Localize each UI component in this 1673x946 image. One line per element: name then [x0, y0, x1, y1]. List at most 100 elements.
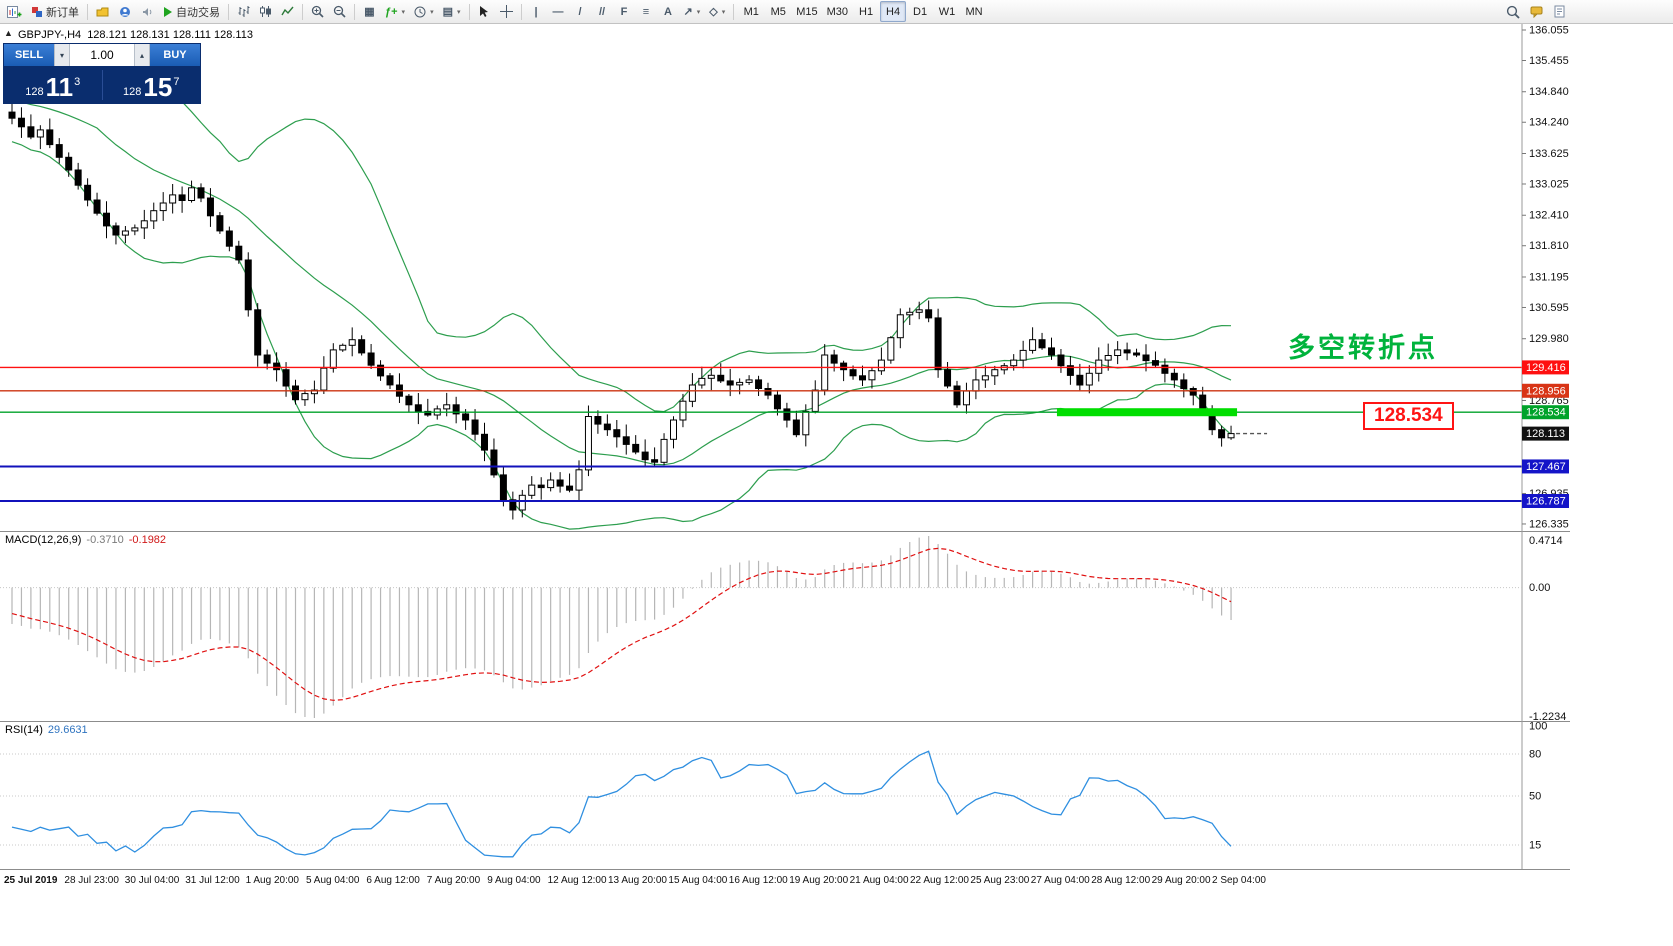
channel-tool-button[interactable]: //: [592, 1, 613, 22]
buy-price[interactable]: 128 15 7: [103, 74, 201, 103]
price-badge: [1522, 459, 1569, 474]
arrow-icon: ↗: [683, 6, 693, 18]
one-click-collapse-button[interactable]: ▲: [4, 28, 13, 38]
candlestick-chart-button[interactable]: [255, 1, 276, 22]
candlestick-chart-icon: [260, 6, 271, 17]
chart-canvas[interactable]: 136.055 135.455 134.840 134.240 133.625 133.0…: [0, 24, 1673, 946]
crosshair-icon: [499, 5, 513, 18]
auto-trading-play-icon: [164, 6, 172, 17]
volume-input[interactable]: [70, 44, 134, 66]
price-badge: [1522, 383, 1569, 398]
svg-text:136.055: 136.055: [1529, 25, 1569, 37]
sell-price[interactable]: 128 11 3: [4, 74, 102, 103]
indicators-button[interactable]: ƒ+ ▾: [381, 1, 409, 22]
svg-text:28 Aug 12:00: 28 Aug 12:00: [1091, 875, 1150, 886]
symbol-ohlc-line: GBPJPY-,H4 128.121 128.131 128.111 128.11…: [18, 29, 253, 41]
shapes-tool-button[interactable]: ◇ ▾: [705, 1, 729, 22]
toolbar: 新订单 自动交易 ▦ ƒ+ ▾ ▾ ▤ ▾ | — /: [0, 0, 1673, 24]
svg-text:9 Aug 04:00: 9 Aug 04:00: [487, 875, 541, 886]
text-tool-button[interactable]: A: [658, 1, 679, 22]
bar-chart-button[interactable]: [233, 1, 254, 22]
toolbar-separator: [302, 3, 303, 20]
chevron-down-icon: ▾: [401, 8, 406, 16]
new-chart-button[interactable]: [3, 1, 26, 22]
horizontal-line-tool-button[interactable]: —: [548, 1, 569, 22]
toolbar-separator: [733, 3, 735, 20]
timeframe-d1-button[interactable]: D1: [907, 1, 933, 22]
svg-text:0.00: 0.00: [1529, 582, 1550, 594]
templates-button[interactable]: ▤ ▾: [439, 1, 465, 22]
svg-text:133.625: 133.625: [1529, 148, 1569, 160]
crosshair-button[interactable]: [496, 1, 517, 22]
new-order-button[interactable]: 新订单: [27, 1, 83, 22]
periods-button[interactable]: ▾: [410, 1, 438, 22]
alerts-button[interactable]: [136, 1, 157, 22]
timeframe-h4-button[interactable]: H4: [880, 1, 907, 22]
help-button[interactable]: [1549, 1, 1570, 22]
trendline-tool-button[interactable]: /: [570, 1, 591, 22]
svg-text:31 Jul 12:00: 31 Jul 12:00: [185, 875, 240, 886]
cursor-button[interactable]: [474, 1, 495, 22]
trade-panel-controls: SELL ▾ ▴ BUY: [4, 44, 200, 66]
buy-button[interactable]: BUY: [150, 44, 200, 66]
market-watch-button[interactable]: [92, 1, 113, 22]
indicators-icon: ƒ+: [385, 5, 398, 18]
fibonacci-tool-button[interactable]: F: [614, 1, 635, 22]
timeframe-m5-button[interactable]: M5: [765, 1, 791, 22]
bollinger-bands: [11, 46, 1232, 530]
chevron-down-icon: ▾: [430, 8, 434, 16]
timeframe-m30-button[interactable]: M30: [823, 1, 852, 22]
zoom-in-button[interactable]: [307, 1, 328, 22]
volume-increase-button[interactable]: ▴: [134, 44, 150, 66]
navigator-button[interactable]: [114, 1, 135, 22]
fibonacci-icon: F: [620, 5, 628, 18]
price-badge: [1522, 405, 1569, 420]
svg-text:15: 15: [1529, 840, 1541, 852]
zoom-in-icon: [311, 5, 324, 18]
tile-windows-button[interactable]: ▦: [359, 1, 380, 22]
toolbar-separator: [468, 3, 470, 20]
svg-text:128.956: 128.956: [1526, 385, 1566, 397]
timeframe-m15-button[interactable]: M15: [792, 1, 821, 22]
trendline-icon: /: [578, 5, 582, 18]
svg-text:12 Aug 12:00: 12 Aug 12:00: [548, 875, 607, 886]
svg-text:30 Jul 04:00: 30 Jul 04:00: [125, 875, 180, 886]
rsi-value: 29.6631: [47, 724, 88, 736]
sell-button[interactable]: SELL: [4, 44, 54, 66]
new-order-label: 新订单: [46, 6, 79, 19]
volume-decrease-button[interactable]: ▾: [54, 44, 70, 66]
new-chart-icon: [7, 5, 22, 18]
zoom-out-button[interactable]: [329, 1, 350, 22]
ohlc-values: 128.121 128.131 128.111 128.113: [87, 29, 253, 41]
rsi-line: [11, 750, 1232, 858]
horizontal-line-icon: —: [552, 5, 564, 18]
search-button[interactable]: [1502, 1, 1524, 22]
grid-tool-button[interactable]: ≡: [636, 1, 657, 22]
svg-text:27 Aug 04:00: 27 Aug 04:00: [1031, 875, 1090, 886]
toolbar-separator: [87, 3, 88, 20]
svg-text:80: 80: [1529, 749, 1541, 761]
auto-trading-button[interactable]: 自动交易: [158, 1, 224, 22]
svg-text:21 Aug 04:00: 21 Aug 04:00: [850, 875, 909, 886]
text-icon: A: [664, 5, 672, 18]
vertical-line-tool-button[interactable]: |: [526, 1, 547, 22]
community-button[interactable]: [1526, 1, 1547, 22]
timeframe-m1-button[interactable]: M1: [738, 1, 764, 22]
grid-icon: ≡: [642, 5, 650, 18]
svg-text:135.455: 135.455: [1529, 55, 1569, 67]
arrow-tool-button[interactable]: ↗ ▾: [680, 1, 705, 22]
turning-point-annotation[interactable]: 多空转折点: [1288, 333, 1438, 363]
line-chart-button[interactable]: [277, 1, 298, 22]
one-click-trading-panel: SELL ▾ ▴ BUY 128 11 3 128 15 7: [3, 43, 201, 104]
timeframe-h1-button[interactable]: H1: [853, 1, 879, 22]
level-price-label[interactable]: 128.534: [1363, 402, 1454, 430]
chart-window: 136.055 135.455 134.840 134.240 133.625 133.0…: [0, 24, 1673, 946]
timeframe-w1-button[interactable]: W1: [934, 1, 960, 22]
svg-text:25 Aug 23:00: 25 Aug 23:00: [970, 875, 1029, 886]
macd-signal-value: -0.1982: [128, 534, 167, 546]
svg-text:2 Sep 04:00: 2 Sep 04:00: [1212, 875, 1266, 886]
timeframe-mn-button[interactable]: MN: [961, 1, 987, 22]
macd-indicator-label: MACD(12,26,9) -0.3710 -0.1982: [5, 534, 166, 546]
support-highlight-rect: [1056, 408, 1238, 417]
svg-text:133.025: 133.025: [1529, 178, 1569, 190]
